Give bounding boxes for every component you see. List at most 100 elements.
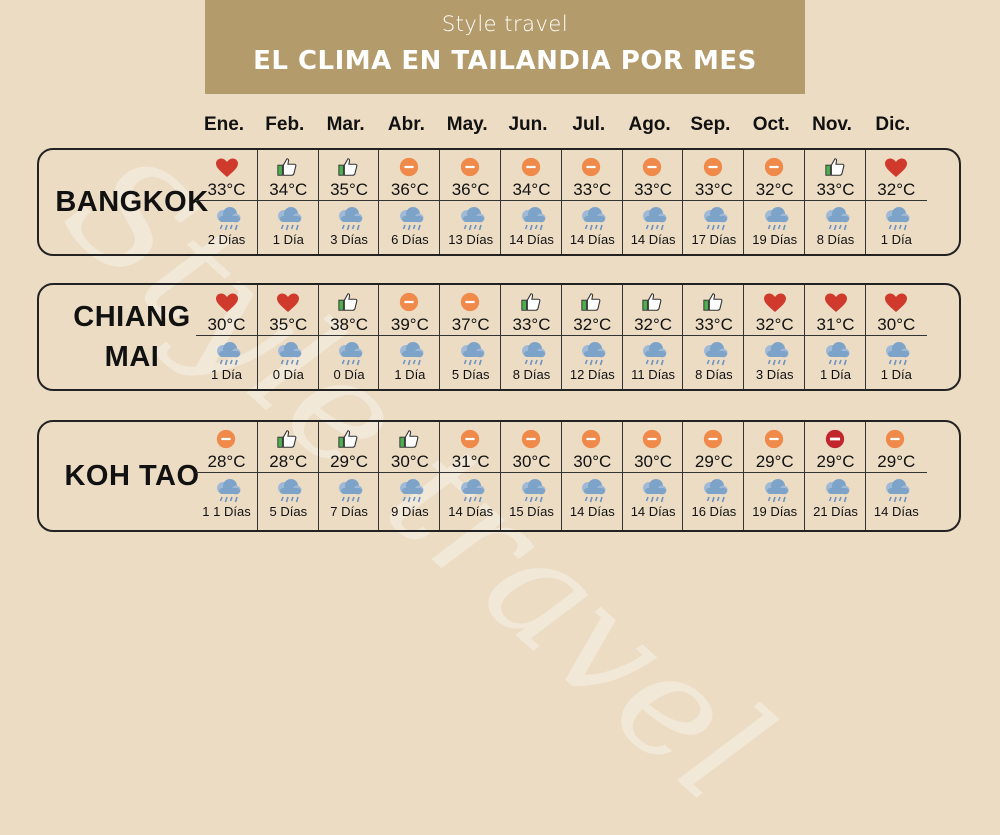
month-label: Dic.: [875, 114, 911, 135]
neutral-icon: [884, 428, 908, 452]
city-name-line: BANGKOK: [55, 186, 209, 218]
month-cell: 34°C 1 Día: [256, 150, 319, 254]
month-cell: 37°C 5 Días: [439, 285, 502, 389]
rain-cloud-icon: [333, 341, 365, 367]
rain-days-value: 3 Días: [330, 232, 368, 247]
temperature-value: 32°C: [755, 180, 794, 199]
month-cell: 29°C 7 Días: [317, 422, 380, 530]
temperature-value: 29°C: [694, 452, 733, 471]
header-banner: Style travel EL CLIMA EN TAILANDIA POR M…: [205, 0, 805, 94]
rain-cloud-icon: [880, 206, 912, 232]
rain-days-value: 8 Días: [816, 232, 855, 247]
rain-days-value: 6 Días: [391, 232, 429, 247]
rain-days-value: 14 Días: [509, 232, 554, 247]
rain-days-value: 13 Días: [448, 232, 494, 247]
rain-days-value: 14 Días: [873, 504, 919, 519]
month-label: Abr.: [387, 114, 425, 135]
temperature-value: 28°C: [269, 452, 308, 471]
rain-days-value: 21 Días: [813, 504, 858, 519]
neutral-icon: [641, 156, 665, 180]
cell-divider: [501, 200, 562, 201]
month-cell: 32°C 11 Días: [621, 285, 684, 389]
temperature-value: 32°C: [755, 315, 794, 334]
bad-icon: [824, 428, 848, 452]
month-cell: 30°C 14 Días: [560, 422, 623, 530]
cell-divider: [501, 472, 562, 473]
rain-cloud-icon: [880, 478, 912, 504]
city-name-line: CHIANG: [73, 301, 191, 333]
month-cell: 36°C 6 Días: [378, 150, 441, 254]
rain-days-value: 14 Días: [448, 504, 494, 519]
temperature-value: 30°C: [207, 315, 246, 334]
temperature-value: 29°C: [877, 452, 916, 471]
rain-days-value: 1 1 Días: [202, 504, 251, 519]
cell-divider: [196, 335, 257, 336]
rain-cloud-icon: [698, 341, 730, 367]
month-label: Jun.: [508, 114, 548, 135]
temperature-value: 30°C: [877, 315, 916, 334]
rain-days-value: 15 Días: [509, 504, 554, 519]
thumbs-up-icon: [824, 156, 848, 180]
month-label: Feb.: [265, 114, 305, 135]
heart-icon: [884, 291, 908, 315]
cell-divider: [805, 472, 866, 473]
month-label: Sep.: [690, 114, 731, 135]
temperature-value: 30°C: [512, 452, 551, 471]
rain-cloud-icon: [637, 341, 669, 367]
neutral-icon: [520, 156, 544, 180]
cell-divider: [744, 200, 806, 201]
cell-divider: [196, 200, 257, 201]
cell-divider: [257, 335, 319, 336]
month-cell: 28°C 1 1 Días: [196, 422, 257, 530]
temperature-value: 32°C: [634, 315, 673, 334]
rain-cloud-icon: [698, 206, 730, 232]
rain-days-value: 1 Día: [272, 232, 304, 247]
cell-divider: [805, 335, 866, 336]
city-name-line: KOH TAO: [64, 460, 200, 492]
month-label: May.: [446, 114, 488, 135]
temperature-value: 30°C: [390, 452, 429, 471]
month-label: Mar.: [326, 114, 365, 135]
heart-icon: [215, 156, 239, 180]
temperature-value: 32°C: [573, 315, 612, 334]
cell-divider: [805, 200, 866, 201]
month-cell: 35°C 0 Día: [256, 285, 319, 389]
rain-days-value: 1 Día: [819, 367, 852, 382]
rain-days-value: 2 Días: [207, 232, 246, 247]
rain-days-value: 17 Días: [691, 232, 737, 247]
month-cell: 28°C 5 Días: [256, 422, 319, 530]
rain-days-value: 14 Días: [569, 504, 615, 519]
heart-icon: [884, 156, 908, 180]
temperature-value: 35°C: [330, 180, 369, 199]
temperature-value: 33°C: [634, 180, 673, 199]
rain-days-value: 1 Día: [394, 367, 426, 382]
neutral-icon: [641, 428, 665, 452]
cell-divider: [683, 472, 745, 473]
page-title: EL CLIMA EN TAILANDIA POR MES: [253, 46, 757, 76]
rain-cloud-icon: [516, 478, 548, 504]
neutral-icon: [580, 428, 604, 452]
rain-days-value: 8 Días: [512, 367, 551, 382]
rain-cloud-icon: [880, 341, 912, 367]
temperature-value: 32°C: [877, 180, 916, 199]
rain-days-value: 14 Días: [569, 232, 615, 247]
temperature-value: 36°C: [390, 180, 429, 199]
cell-divider: [257, 200, 319, 201]
month-cell: 29°C 21 Días: [804, 422, 866, 530]
city-name-line: MAI: [104, 341, 160, 373]
city-name: BANGKOK: [39, 150, 225, 254]
cell-divider: [561, 472, 623, 473]
neutral-icon: [398, 291, 422, 315]
cell-divider: [865, 472, 927, 473]
heart-icon: [215, 291, 239, 315]
temperature-value: 34°C: [512, 180, 551, 199]
cell-divider: [561, 335, 623, 336]
rain-cloud-icon: [576, 478, 608, 504]
month-cell: 35°C 3 Días: [317, 150, 380, 254]
cell-divider: [622, 335, 684, 336]
rain-cloud-icon: [516, 341, 548, 367]
cell-divider: [318, 200, 380, 201]
rain-cloud-icon: [576, 206, 608, 232]
thumbs-up-icon: [398, 428, 422, 452]
rain-days-value: 9 Días: [391, 504, 429, 519]
